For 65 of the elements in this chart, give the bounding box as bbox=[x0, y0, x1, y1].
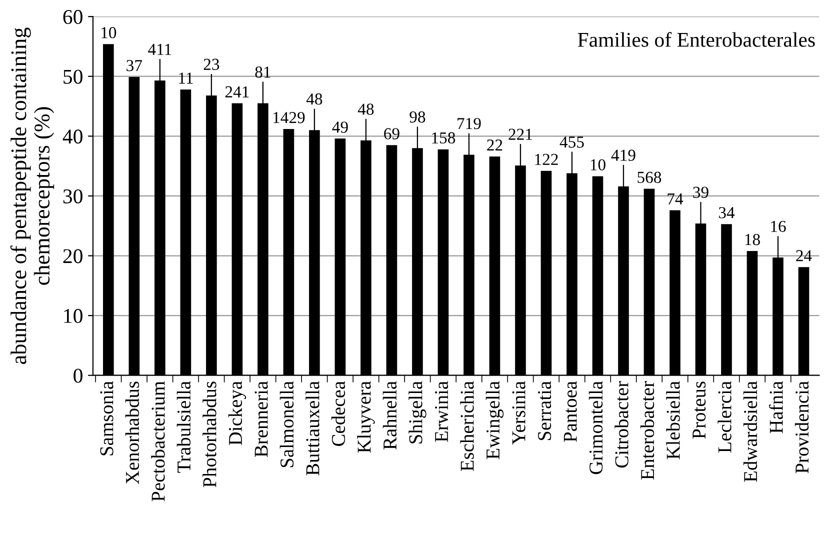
x-tick-label: Grimontella bbox=[588, 381, 603, 474]
y-tick-label: 60 bbox=[63, 10, 82, 24]
annotation: 81 bbox=[255, 66, 270, 78]
x-tick-label: Providencia bbox=[794, 381, 809, 474]
x-tick-label: Xenorhabdus bbox=[125, 382, 140, 484]
x-tick-label: Photorhabdus bbox=[202, 382, 216, 488]
x-tick-label: Pantoea bbox=[564, 381, 577, 442]
y-axis-title: abundance of pentapeptide containing chemoreceptors (%) bbox=[10, 28, 54, 364]
x-tick-label: Samsonia bbox=[100, 381, 114, 456]
annotation: 568 bbox=[638, 172, 662, 184]
x-tick-label: Citrobacter bbox=[614, 381, 628, 468]
annotation: 34 bbox=[718, 207, 735, 218]
text: Families of Enterobacterales bbox=[578, 32, 815, 47]
annotation: 74 bbox=[668, 193, 684, 204]
annotation: 1429 bbox=[273, 112, 305, 124]
annotation: 18 bbox=[745, 234, 760, 246]
annotation: 10 bbox=[102, 27, 116, 38]
x-tick-label: Klebsiella bbox=[666, 381, 680, 460]
annotation: 48 bbox=[306, 93, 322, 105]
y-tick-label: 40 bbox=[62, 130, 82, 144]
annotation: 24 bbox=[796, 250, 812, 262]
annotation: 241 bbox=[225, 86, 249, 98]
x-tick-label: Brenneria bbox=[254, 381, 268, 458]
annotation: 48 bbox=[358, 104, 374, 115]
y-tick-label: 0 bbox=[74, 368, 82, 383]
x-tick-label: Shigella bbox=[408, 381, 426, 444]
x-tick-label: Trabulsiella bbox=[176, 381, 191, 473]
y-tick-label: 10 bbox=[64, 308, 82, 323]
annotation: 10 bbox=[590, 159, 606, 170]
annotation: 158 bbox=[432, 132, 456, 144]
x-tick-label: Escherichia bbox=[460, 381, 474, 472]
y-tick-label: 20 bbox=[63, 249, 82, 264]
annotation: 122 bbox=[535, 154, 558, 165]
x-tick-label: Pectobacterium bbox=[151, 381, 165, 502]
x-tick-label: Erwinia bbox=[435, 381, 448, 442]
x-tick-label: Yersinia bbox=[512, 381, 526, 445]
x-tick-label: Enterobacter bbox=[640, 381, 654, 480]
annotation: 49 bbox=[332, 122, 348, 133]
annotation: 419 bbox=[611, 150, 636, 161]
annotation: 39 bbox=[693, 186, 708, 198]
x-tick-label: Cedecea bbox=[331, 381, 346, 446]
y-tick-label: 30 bbox=[63, 189, 82, 204]
x-tick-label: Proteus bbox=[692, 382, 706, 439]
annotation: 221 bbox=[508, 128, 532, 140]
x-tick-label: Rahnella bbox=[382, 381, 397, 450]
x-tick-label: Edwardsiella bbox=[743, 381, 758, 482]
annotation: 37 bbox=[126, 60, 142, 72]
annotation: 98 bbox=[410, 111, 426, 123]
annotation: 455 bbox=[560, 136, 584, 148]
x-tick-label: Serratia bbox=[538, 381, 552, 440]
x-tick-label: Salmonella bbox=[280, 381, 294, 468]
x-tick-label: Buttiauxella bbox=[306, 381, 320, 476]
x-tick-label: Ewingella bbox=[486, 381, 504, 460]
x-tick-label: Leclercia bbox=[718, 381, 732, 453]
x-tick-label: Hafnia bbox=[768, 381, 783, 434]
annotation: 69 bbox=[384, 128, 400, 140]
annotation: 11 bbox=[179, 72, 193, 84]
annotation: 23 bbox=[204, 58, 220, 70]
annotation: 22 bbox=[487, 140, 502, 151]
y-tick-label: 50 bbox=[64, 70, 82, 84]
x-tick-label: Dickeya bbox=[228, 381, 246, 446]
annotation: 719 bbox=[458, 118, 481, 130]
x-tick-label: Kluyvera bbox=[357, 381, 375, 453]
annotation: 411 bbox=[148, 44, 172, 55]
annotation: 16 bbox=[771, 220, 786, 232]
